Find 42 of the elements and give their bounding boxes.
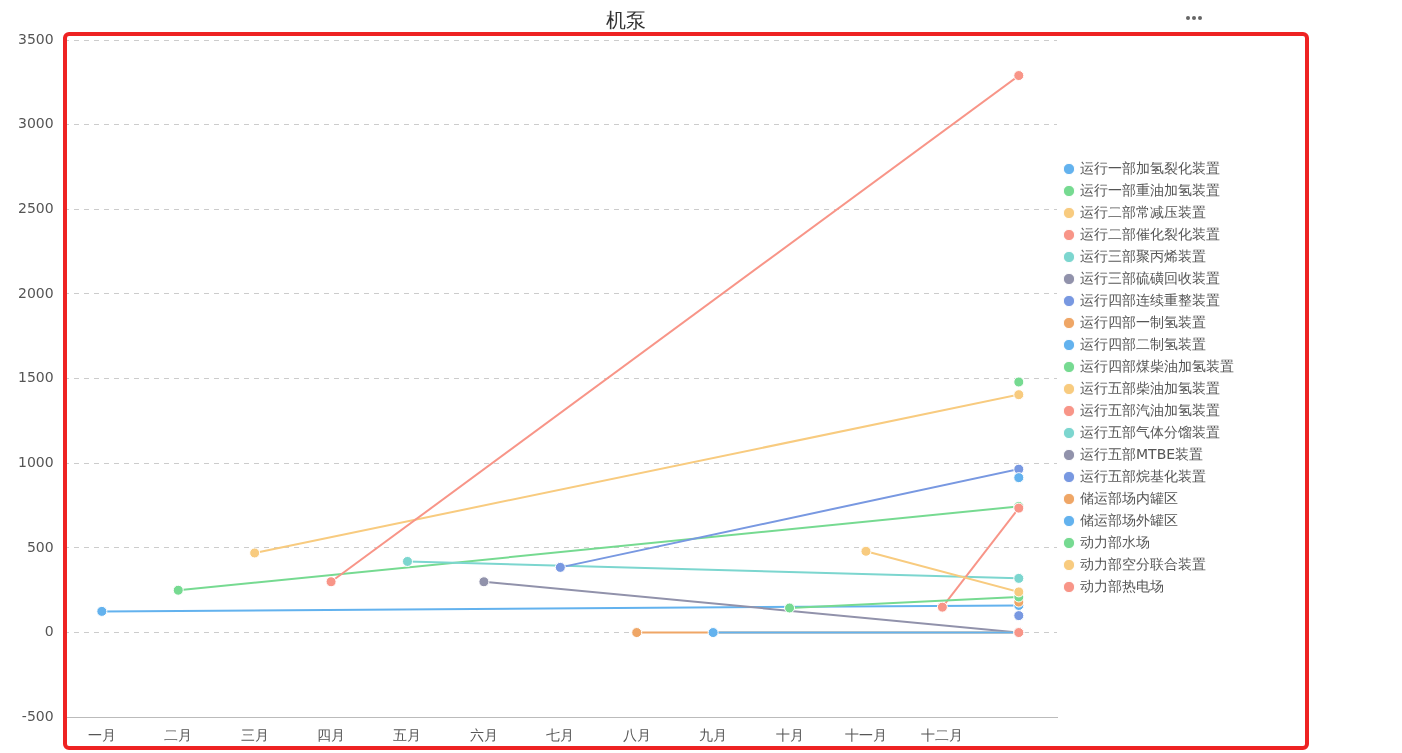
legend-label: 运行四部二制氢装置: [1080, 335, 1206, 352]
y-tick-label: 2000: [17, 284, 54, 301]
x-tick-label: 九月: [699, 727, 728, 744]
legend-label: 动力部热电场: [1080, 577, 1164, 594]
x-tick-label: 七月: [546, 727, 575, 744]
legend-label: 运行五部烷基化装置: [1080, 467, 1206, 484]
y-tick-label: 0: [44, 623, 54, 640]
legend-label: 运行三部硫磺回收装置: [1080, 269, 1220, 286]
y-tick-label: 500: [26, 538, 54, 555]
x-tick-label: 十一月: [844, 727, 887, 744]
x-tick-label: 六月: [469, 727, 498, 744]
legend-label: 运行一部重油加氢装置: [1080, 181, 1220, 198]
legend-label: 储运部场内罐区: [1080, 489, 1178, 506]
legend-label: 运行五部MTBE装置: [1080, 445, 1204, 462]
x-tick-label: 一月: [87, 727, 116, 744]
legend-label: 运行四部连续重整装置: [1080, 291, 1220, 308]
legend-label: 运行二部催化裂化装置: [1080, 225, 1220, 242]
y-tick-label: 2500: [17, 199, 54, 216]
legend-label: 运行五部柴油加氢装置: [1080, 379, 1220, 396]
legend-label: 运行一部加氢裂化装置: [1080, 159, 1220, 176]
x-tick-label: 四月: [317, 727, 346, 744]
legend-label: 运行四部煤柴油加氢装置: [1080, 357, 1234, 374]
y-tick-label: 1500: [17, 369, 54, 386]
legend-label: 运行三部聚丙烯装置: [1080, 247, 1206, 264]
legend-label: 运行五部汽油加氢装置: [1080, 401, 1220, 418]
y-tick-label: 3000: [17, 115, 54, 132]
x-tick-label: 八月: [622, 727, 651, 744]
legend-label: 储运部场外罐区: [1080, 511, 1178, 528]
x-tick-label: 二月: [164, 727, 193, 744]
legend-label: 运行五部气体分馏装置: [1080, 423, 1220, 440]
y-tick-label: 1000: [17, 453, 54, 470]
chart-title: 机泵: [606, 8, 646, 33]
x-tick-label: 十二月: [921, 727, 964, 744]
legend-label: 运行二部常减压装置: [1080, 203, 1206, 220]
y-tick-label: 3500: [17, 30, 54, 47]
y-tick-label: -500: [21, 707, 54, 724]
legend-label: 运行四部一制氢装置: [1080, 313, 1206, 330]
x-tick-label: 三月: [240, 727, 269, 744]
legend-label: 动力部水场: [1080, 533, 1150, 550]
legend-label: 动力部空分联合装置: [1080, 555, 1206, 572]
x-tick-label: 五月: [393, 727, 422, 744]
x-tick-label: 十月: [775, 727, 804, 744]
